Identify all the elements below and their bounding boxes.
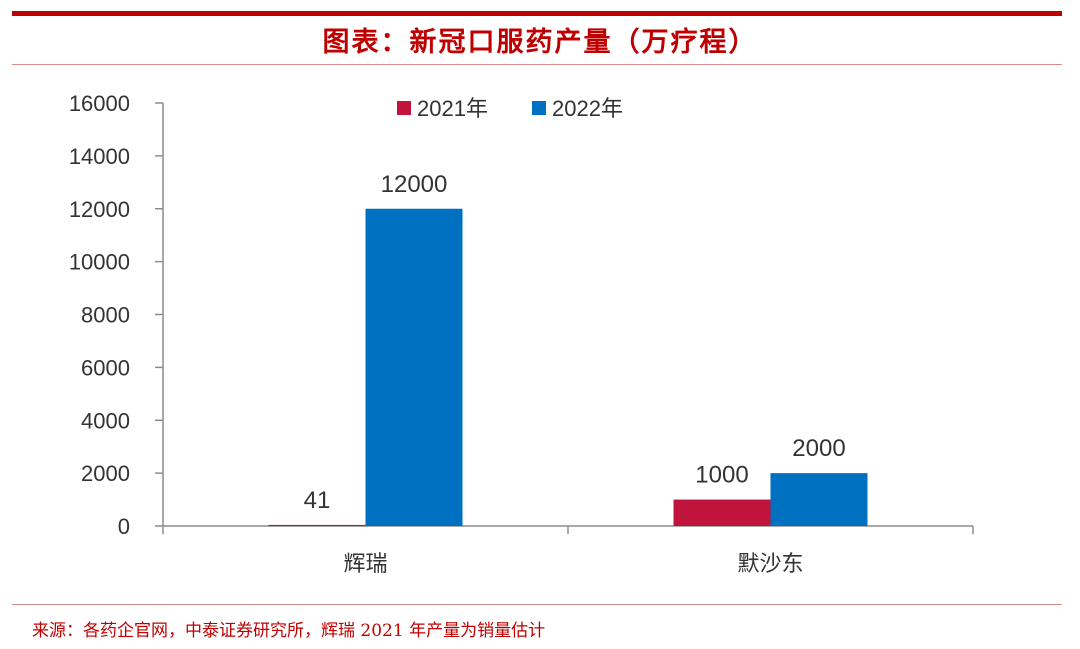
data-label: 2000 <box>792 435 845 462</box>
legend-label: 2021年 <box>417 96 488 121</box>
legend-label: 2022年 <box>552 96 623 121</box>
legend-swatch <box>397 101 411 115</box>
y-tick-label: 4000 <box>81 408 130 433</box>
y-tick-label: 6000 <box>81 355 130 380</box>
y-tick-label: 10000 <box>69 250 130 275</box>
y-tick-label: 14000 <box>69 144 130 169</box>
bar <box>365 208 463 526</box>
category-label: 默沙东 <box>737 552 803 577</box>
bar <box>673 499 771 526</box>
title-divider <box>12 64 1062 65</box>
bar <box>770 473 868 526</box>
legend-swatch <box>532 101 546 115</box>
data-label: 12000 <box>381 171 448 198</box>
y-tick-label: 2000 <box>81 461 130 486</box>
top-rule <box>12 11 1062 16</box>
y-tick-label: 12000 <box>69 197 130 222</box>
data-label: 1000 <box>695 462 748 489</box>
bar-chart: 0 2000 4000 6000 8000 10000 12000 14000 16000 41 1… <box>69 91 974 577</box>
data-label: 41 <box>304 487 331 514</box>
y-tick-label: 8000 <box>81 303 130 328</box>
y-tick-label: 0 <box>118 514 130 539</box>
category-label: 辉瑞 <box>343 552 387 577</box>
bar <box>268 524 366 526</box>
source-note: 来源：各药企官网，中泰证券研究所，辉瑞 2021 年产量为销量估计 <box>32 621 546 641</box>
chart-title: 图表：新冠口服药产量（万疗程） <box>322 27 758 58</box>
bottom-divider <box>12 604 1062 605</box>
y-tick-label: 16000 <box>69 91 130 116</box>
